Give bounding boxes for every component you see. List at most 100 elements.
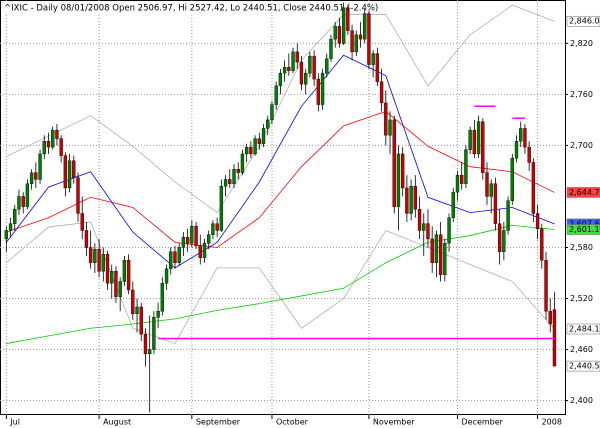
indicator-line <box>6 4 555 214</box>
candle-body <box>451 191 455 218</box>
price-box <box>566 187 600 198</box>
candle-body <box>316 78 321 105</box>
candle-body <box>34 172 38 180</box>
candle-body <box>278 72 283 87</box>
candle-body <box>42 140 46 155</box>
candle-body <box>468 129 472 150</box>
candle-body <box>131 289 135 315</box>
candle-body <box>122 260 127 282</box>
candle-body <box>371 53 375 65</box>
candle-body <box>375 53 380 82</box>
y-tick-label: 2,700 <box>570 141 593 150</box>
candle-body <box>185 237 190 244</box>
candle-body <box>46 140 51 148</box>
candle-body <box>101 254 105 272</box>
candle-body <box>270 104 274 121</box>
price-label: 2,601.11 <box>569 225 600 234</box>
candle-body <box>282 66 287 74</box>
candle-body <box>438 234 443 275</box>
candle-body <box>354 34 358 53</box>
candle-body <box>333 26 337 40</box>
price-label: 2,440.51 <box>569 362 600 371</box>
candle-body <box>544 260 548 312</box>
candle-body <box>261 128 266 144</box>
candle-body <box>240 153 245 173</box>
candle-body <box>434 234 439 263</box>
x-tick-label: August <box>103 418 131 427</box>
candle-body <box>249 146 253 155</box>
candle-body <box>88 247 93 263</box>
candle-body <box>181 237 186 248</box>
candle-body <box>257 138 261 144</box>
candle-body <box>384 102 388 136</box>
candle-body <box>346 7 350 31</box>
candle-body <box>443 243 447 275</box>
candle-body <box>350 30 354 53</box>
candle-body <box>143 334 148 354</box>
candle-body <box>17 196 21 210</box>
candle-body <box>156 311 160 318</box>
x-tick-label: September <box>196 418 241 427</box>
candle-body <box>472 129 477 155</box>
candle-body <box>363 13 367 40</box>
candle-body <box>97 248 101 272</box>
candle-body <box>8 223 13 231</box>
candle-body <box>337 26 342 44</box>
candle-body <box>367 13 371 65</box>
candle-body <box>417 209 422 231</box>
x-tick-label: December <box>461 418 503 427</box>
grid <box>0 0 565 415</box>
candle-body <box>510 157 514 201</box>
candle-body <box>253 138 257 155</box>
candle-body <box>295 51 299 63</box>
candle-body <box>274 85 278 105</box>
candle-body <box>266 119 270 129</box>
candle-body <box>519 128 523 142</box>
y-tick-label: 2,400 <box>570 396 593 405</box>
candle-body <box>400 153 405 189</box>
candle-body <box>304 72 308 85</box>
candle-body <box>118 281 122 297</box>
candle-body <box>320 72 325 105</box>
candle-body <box>139 306 143 335</box>
candle-body <box>548 311 552 325</box>
candle-body <box>476 121 481 155</box>
candle-body <box>148 349 152 354</box>
candle-body <box>4 230 9 240</box>
candle-body <box>169 251 173 269</box>
candle-body <box>211 223 215 235</box>
indicator-line <box>6 54 555 269</box>
candle-body <box>422 223 426 231</box>
candle-body <box>485 172 489 197</box>
y-tick-label: 2,460 <box>570 345 593 354</box>
candle-body <box>194 226 198 246</box>
candle-body <box>312 55 316 80</box>
price-label: 2,607.68 <box>569 219 600 228</box>
candle-body <box>63 155 68 189</box>
x-tick-label: November <box>373 418 415 427</box>
candle-body <box>540 228 544 261</box>
price-box <box>566 323 600 335</box>
price-box <box>566 224 600 235</box>
candle-body <box>535 213 540 229</box>
indicator-line <box>6 221 555 345</box>
candle-body <box>430 238 434 263</box>
candle-body <box>236 169 240 173</box>
y-tick-label: 2,580 <box>570 243 593 252</box>
candle-body <box>379 81 384 104</box>
candle-body <box>80 213 84 231</box>
candle-body <box>514 140 519 159</box>
candle-body <box>497 223 502 252</box>
candle-body <box>164 268 169 284</box>
price-box <box>566 15 600 27</box>
candle-body <box>84 230 89 248</box>
candle-body <box>447 217 451 244</box>
indicator-line <box>6 110 555 248</box>
candle-body <box>67 160 72 189</box>
x-tick-label: Jul <box>9 418 20 427</box>
candle-body <box>493 183 498 224</box>
candle-body <box>215 223 219 231</box>
candle-body <box>110 271 114 284</box>
candle-body <box>105 254 110 284</box>
